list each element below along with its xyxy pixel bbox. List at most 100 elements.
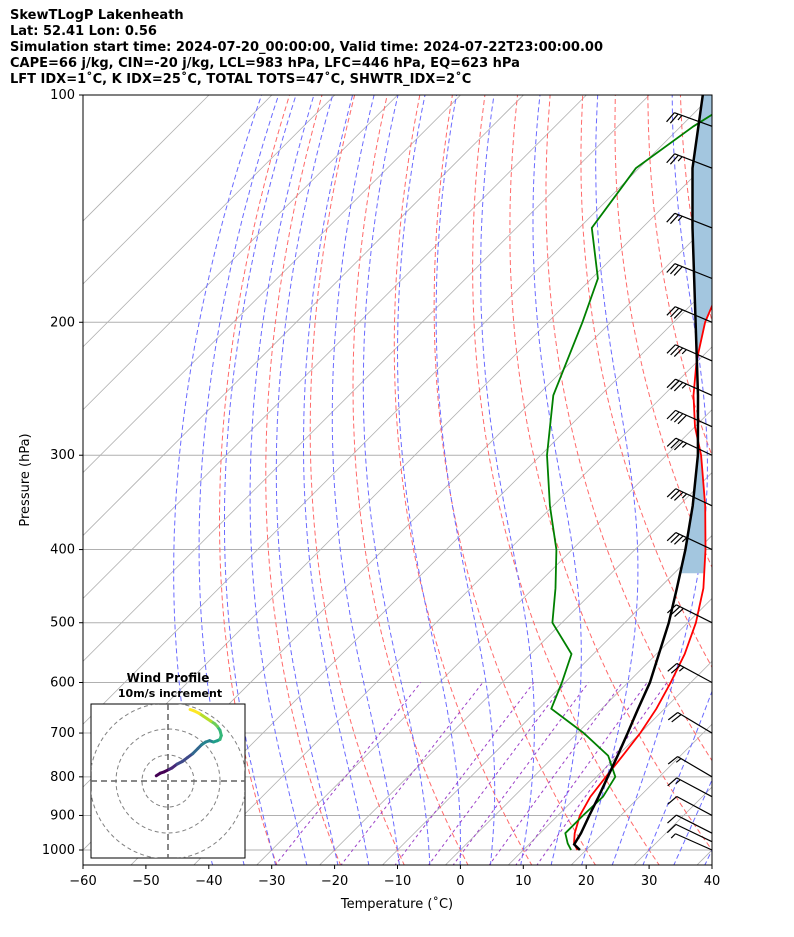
wind-barb-shaft (676, 777, 712, 798)
wind-barb-half-flag (678, 666, 685, 672)
mixing-ratio-line (515, 682, 648, 865)
wind-barb-flag (673, 382, 684, 392)
wind-barb-flag (677, 414, 687, 425)
wind-barb-flag (671, 714, 682, 723)
wind-barb-flag (674, 491, 684, 501)
wind-barb-shaft (675, 604, 712, 624)
wind-barb-shaft (675, 531, 712, 551)
isotherm-line (83, 95, 461, 474)
wind-barb (666, 488, 712, 507)
moist-adiabat (480, 95, 535, 865)
y-tick-label: 700 (50, 726, 75, 741)
y-tick-label: 1000 (42, 843, 75, 858)
dry-adiabat (219, 95, 290, 865)
wind-barb-flag (670, 439, 680, 449)
wind-barb-shaft (676, 662, 712, 684)
wind-barb-shaft (676, 814, 712, 834)
moist-adiabat (532, 95, 582, 865)
moist-adiabat (249, 95, 315, 865)
wind-barb (666, 378, 712, 396)
wind-barb-shaft (674, 263, 712, 280)
wind-barb-half-flag (677, 156, 683, 162)
wind-barb-flag (667, 777, 678, 787)
moist-adiabat (275, 95, 339, 865)
x-tick-label: 20 (578, 874, 595, 889)
wind-barb (667, 711, 712, 734)
wind-barb-flag (666, 409, 676, 420)
wind-barb-half-flag (670, 833, 676, 839)
mixing-ratio-line (452, 682, 589, 865)
wind-barb-flag (673, 347, 684, 357)
wind-barb-half-flag (681, 383, 687, 389)
hodograph-plot (91, 704, 245, 858)
dry-adiabat (713, 95, 794, 866)
isotherm-line (256, 409, 712, 865)
time-line: Simulation start time: 2024-07-20_00:00:… (10, 40, 603, 55)
mixing-ratio-line (536, 682, 668, 865)
wind-barb-flag (667, 796, 678, 805)
wind-barb-flag (667, 662, 678, 672)
wind-barb-half-flag (677, 115, 683, 121)
moist-adiabat (435, 95, 496, 865)
wind-barb-flag (666, 488, 677, 498)
moist-adiabat (673, 778, 712, 865)
wind-barb-half-flag (681, 349, 687, 355)
wind-barb-flag (666, 112, 675, 123)
x-tick-label: −10 (384, 874, 411, 889)
x-tick-label: −40 (195, 874, 222, 889)
wind-barb (666, 409, 712, 428)
wind-barb-shaft (677, 711, 712, 734)
wind-barb-flag (667, 711, 679, 721)
wind-barb-half-flag (675, 779, 681, 785)
isotherm-line (83, 95, 273, 285)
moist-adiabat (611, 95, 708, 865)
wind-barb-flag (673, 266, 683, 276)
wind-barb-shaft (675, 488, 712, 507)
wind-barb-shaft (674, 153, 712, 169)
wind-barb (666, 344, 712, 362)
wind-barb (667, 662, 712, 684)
wind-barb-flag (666, 532, 677, 542)
parcel-profile (572, 95, 705, 851)
stability-indices-line-2: LFT IDX=1˚C, K IDX=25˚C, TOTAL TOTS=47˚C… (10, 72, 472, 87)
isotherm-line (759, 95, 794, 866)
isotherm-line (193, 346, 712, 865)
isotherm-line (507, 660, 712, 865)
wind-barb-flag (667, 756, 678, 765)
wind-barb (666, 153, 712, 169)
wind-barb (667, 814, 712, 834)
wind-barb-shaft (675, 378, 712, 396)
wind-barb (666, 437, 712, 456)
wind-barb-shaft (676, 795, 712, 816)
dry-adiabat (472, 95, 660, 865)
y-tick-label: 800 (50, 770, 75, 785)
wind-barb (666, 263, 712, 280)
wind-barb-shaft (675, 833, 712, 851)
hodograph: Wind Profile 10m/s increment (90, 671, 246, 859)
y-tick-label: 400 (50, 543, 75, 558)
dry-adiabat (393, 95, 533, 865)
y-tick-label: 300 (50, 448, 75, 463)
moist-adiabat (303, 95, 370, 865)
x-tick-label: −60 (69, 874, 96, 889)
mixing-ratio-line (394, 682, 535, 865)
wind-barb-half-flag (681, 442, 688, 448)
location-line: Lat: 52.41 Lon: 0.56 (10, 24, 157, 39)
isotherm-line (633, 786, 712, 865)
y-tick-label: 900 (50, 808, 75, 823)
isotherm-line (130, 283, 712, 865)
x-tick-label: −50 (132, 874, 159, 889)
wind-barb-flag (666, 604, 677, 614)
wind-barb-flag (670, 411, 680, 421)
wind-barb-flag (670, 533, 680, 543)
wind-barb-flag (669, 214, 679, 225)
cape-shading (680, 95, 712, 574)
wind-barb (666, 823, 712, 843)
wind-barb (667, 756, 712, 778)
dry-adiabat (778, 95, 794, 866)
x-axis-label: Temperature (˚C) (340, 896, 453, 912)
moist-adiabat (173, 95, 263, 865)
wind-barb-shaft (675, 437, 712, 456)
wind-barb-flag (670, 664, 681, 674)
